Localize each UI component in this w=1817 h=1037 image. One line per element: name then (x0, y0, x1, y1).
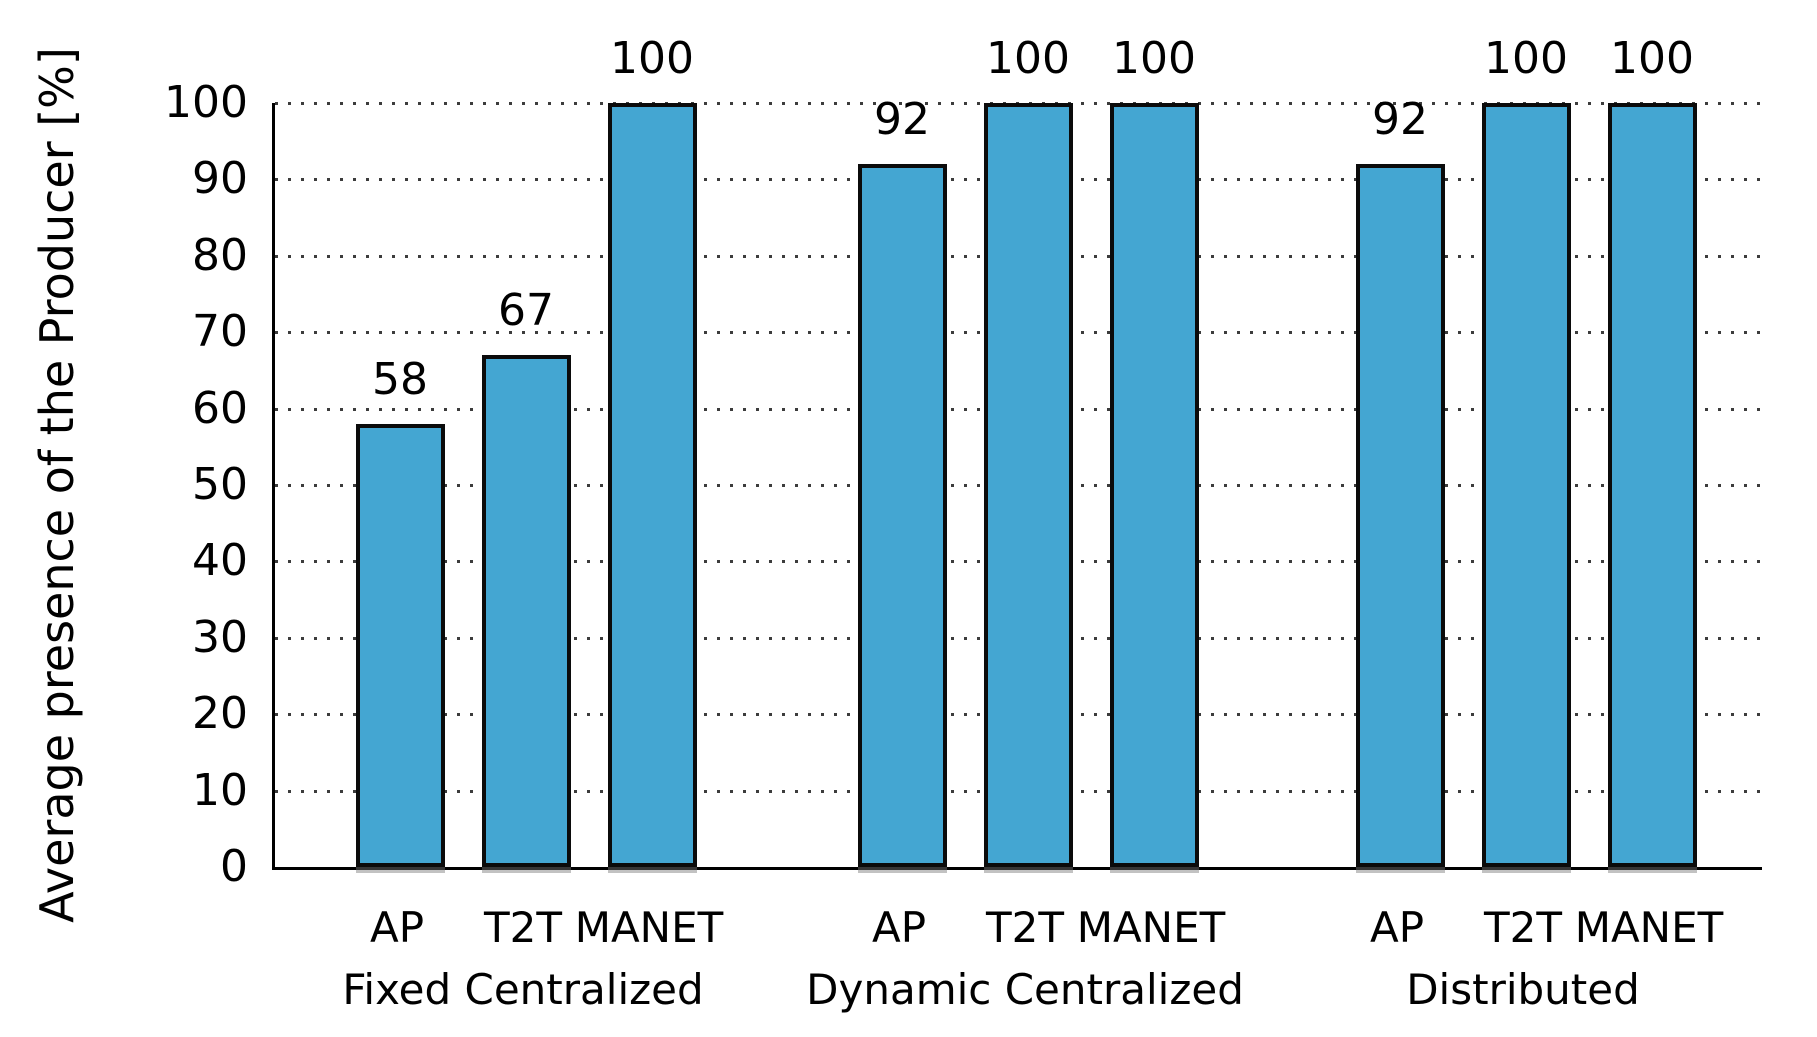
y-tick-label-70: 70 (192, 306, 248, 357)
y-tick-label-40: 40 (192, 535, 248, 586)
bar-dynamic-centralized-ap (857, 164, 947, 867)
bar-value-label: 100 (1112, 33, 1196, 84)
bar-dynamic-centralized-t2t (983, 103, 1073, 867)
y-tick-label-30: 30 (192, 612, 248, 663)
bar-value-label: 58 (372, 354, 428, 405)
x-tick-label-manet: MANET (1574, 903, 1724, 952)
bar-value-label: 100 (986, 33, 1070, 84)
x-tick-label-t2t: T2T (1483, 903, 1563, 952)
bar-value-label: 92 (1372, 94, 1428, 145)
y-tick-label-90: 90 (192, 153, 248, 204)
x-tick-label-ap: AP (1369, 903, 1425, 952)
y-tick-label-60: 60 (192, 383, 248, 434)
bar-distributed-ap (1355, 164, 1445, 867)
x-tick-label-ap: AP (871, 903, 927, 952)
bar-value-label: 100 (1484, 33, 1568, 84)
group-label-dynamic-centralized: Dynamic Centralized (806, 965, 1244, 1014)
bar-dynamic-centralized-manet (1109, 103, 1199, 867)
x-tick-label-ap: AP (369, 903, 425, 952)
bar-fixed-centralized-t2t (481, 355, 571, 867)
bar-value-label: 92 (874, 94, 930, 145)
y-tick-label-50: 50 (192, 459, 248, 510)
bar-distributed-manet (1607, 103, 1697, 867)
bar-distributed-t2t (1481, 103, 1571, 867)
y-tick-label-10: 10 (192, 765, 248, 816)
y-tick-label-0: 0 (220, 841, 248, 892)
bar-value-label: 100 (1610, 33, 1694, 84)
x-tick-label-manet: MANET (574, 903, 724, 952)
y-tick-label-100: 100 (164, 77, 248, 128)
y-tick-label-20: 20 (192, 688, 248, 739)
group-label-distributed: Distributed (1406, 965, 1640, 1014)
x-tick-label-t2t: T2T (985, 903, 1065, 952)
bar-value-label: 67 (498, 285, 554, 336)
bar-fixed-centralized-manet (607, 103, 697, 867)
x-tick-label-t2t: T2T (483, 903, 563, 952)
bar-fixed-centralized-ap (355, 424, 445, 867)
plot-area: 58 67 100 92 100 100 92 100 100 (272, 33, 1762, 870)
x-tick-label-manet: MANET (1076, 903, 1226, 952)
y-tick-label-80: 80 (192, 230, 248, 281)
bar-value-label: 100 (610, 33, 694, 84)
group-label-fixed-centralized: Fixed Centralized (342, 965, 704, 1014)
